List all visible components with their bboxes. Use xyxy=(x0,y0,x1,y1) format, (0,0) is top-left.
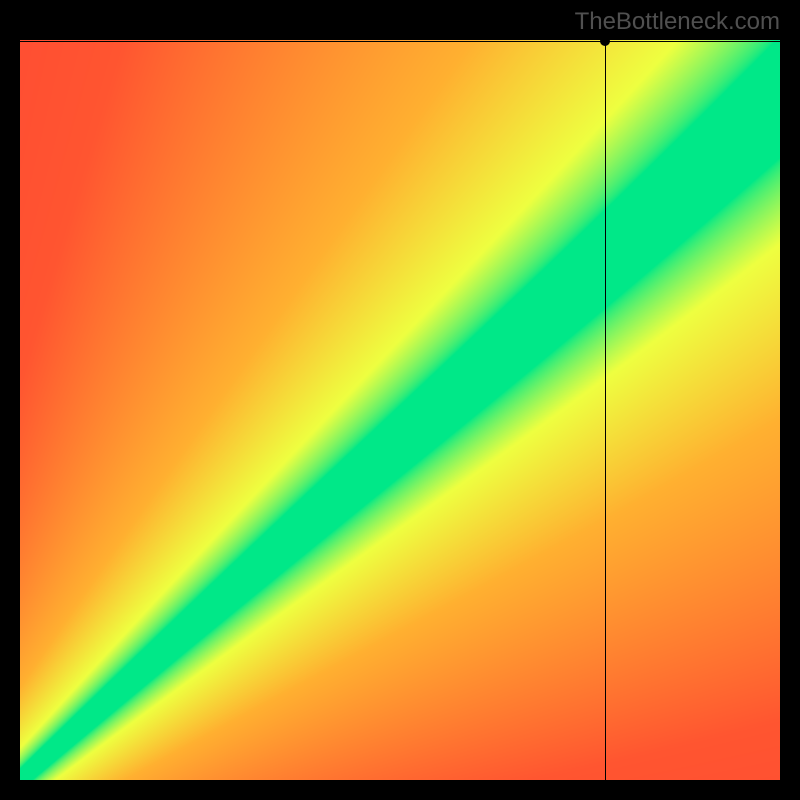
heatmap-canvas xyxy=(20,40,780,780)
crosshair-horizontal xyxy=(20,41,780,42)
watermark-text: TheBottleneck.com xyxy=(575,8,780,36)
crosshair-marker xyxy=(600,36,610,46)
crosshair-vertical xyxy=(605,40,606,780)
chart-container xyxy=(20,40,780,780)
